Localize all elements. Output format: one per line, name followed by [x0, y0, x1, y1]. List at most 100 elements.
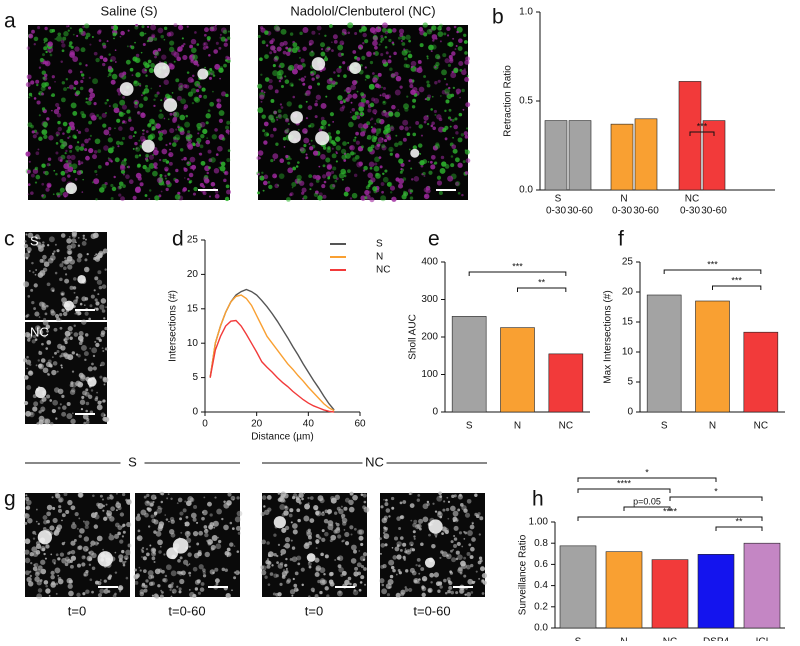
micrograph-texture [148, 581, 154, 587]
micrograph-texture [408, 492, 412, 496]
micrograph-texture [430, 164, 436, 170]
micrograph-texture [330, 495, 335, 501]
micrograph-texture [304, 75, 307, 78]
micrograph-texture [187, 552, 192, 557]
micrograph-texture [101, 112, 107, 118]
micrograph-texture [327, 508, 333, 514]
micrograph-texture [25, 496, 30, 501]
micrograph-texture [391, 546, 394, 549]
micrograph-texture [51, 289, 55, 292]
micrograph-texture [24, 375, 29, 380]
micrograph-texture [68, 69, 73, 74]
micrograph-texture [213, 49, 219, 54]
micrograph-texture [375, 128, 382, 134]
micrograph-texture [173, 111, 180, 118]
micrograph-texture [353, 173, 358, 178]
micrograph-texture [53, 327, 58, 332]
panel-letter: c [4, 228, 15, 251]
cell-body [428, 519, 443, 534]
micrograph-texture [319, 590, 323, 595]
micrograph-texture [32, 530, 36, 535]
group-label-bg [120, 455, 145, 471]
micrograph-texture [37, 565, 43, 571]
micrograph-texture [428, 170, 433, 175]
micrograph-texture [95, 198, 98, 201]
micrograph-texture [122, 561, 126, 565]
micrograph-texture [353, 589, 357, 592]
micrograph-texture [424, 98, 427, 101]
micrograph-texture [322, 164, 326, 168]
micrograph-texture [164, 158, 167, 161]
micrograph-texture [83, 351, 89, 357]
micrograph-texture [197, 142, 200, 145]
micrograph-texture [25, 359, 32, 365]
x-tick-label: 0-30 [546, 206, 566, 217]
micrograph-texture [168, 583, 174, 589]
micrograph-texture [289, 589, 296, 595]
micrograph-texture [70, 549, 76, 555]
micrograph-texture [212, 520, 219, 527]
micrograph-texture [201, 87, 206, 92]
micrograph-texture [150, 24, 157, 31]
micrograph-texture [333, 529, 338, 534]
micrograph-texture [321, 579, 328, 585]
micrograph-texture [437, 510, 442, 516]
micrograph-texture [202, 570, 206, 575]
micrograph-texture [162, 578, 166, 583]
y-tick-label: 0.6 [534, 559, 548, 570]
micrograph-texture [41, 70, 46, 75]
micrograph-texture [198, 94, 202, 98]
micrograph-texture [59, 552, 65, 557]
micrograph-texture [125, 576, 129, 580]
micrograph-texture [84, 333, 89, 337]
micrograph-texture [77, 130, 82, 134]
micrograph-texture [451, 51, 456, 56]
micrograph-texture [336, 590, 343, 597]
y-tick-label: 0.4 [534, 580, 548, 591]
micrograph-texture [84, 238, 87, 241]
micrograph-texture [281, 512, 286, 517]
y-tick-label: 20 [622, 287, 634, 298]
micrograph-texture [172, 591, 175, 594]
micrograph-texture [450, 505, 456, 512]
micrograph-texture [192, 142, 196, 147]
micrograph-texture [438, 117, 443, 122]
micrograph-texture [315, 540, 319, 544]
micrograph-texture [302, 82, 306, 86]
micrograph-texture [31, 29, 35, 34]
micrograph-texture [226, 547, 231, 552]
micrograph-texture [100, 361, 105, 367]
micrograph-texture [322, 511, 325, 514]
micrograph-texture [200, 160, 206, 166]
micrograph-texture [347, 31, 351, 35]
micrograph-texture [464, 51, 468, 55]
micrograph-texture [185, 114, 189, 118]
micrograph-texture [41, 129, 48, 136]
micrograph-texture [315, 510, 320, 516]
micrograph-texture [436, 114, 442, 120]
micrograph-texture [41, 303, 47, 308]
micrograph-texture [423, 187, 429, 193]
micrograph-texture [191, 47, 197, 54]
micrograph-texture [61, 513, 66, 518]
micrograph-texture [92, 366, 97, 371]
micrograph-texture [104, 326, 108, 331]
micrograph-texture [55, 582, 59, 586]
micrograph-texture [350, 533, 353, 536]
micrograph-texture [158, 132, 164, 137]
micrograph-texture [207, 109, 211, 113]
micrograph-texture [55, 553, 59, 557]
micrograph-texture [136, 164, 141, 169]
micrograph-texture [454, 48, 457, 51]
micrograph-texture [450, 163, 455, 168]
micrograph-texture [164, 166, 169, 172]
micrograph-texture [418, 564, 421, 568]
micrograph-texture [171, 91, 174, 94]
micrograph-texture [445, 591, 448, 595]
micrograph-texture [56, 113, 62, 118]
micrograph-texture [445, 553, 452, 560]
micrograph-texture [171, 142, 177, 147]
y-tick-label: 0 [627, 407, 633, 418]
micrograph-texture [206, 137, 209, 139]
micrograph-texture [50, 309, 55, 314]
